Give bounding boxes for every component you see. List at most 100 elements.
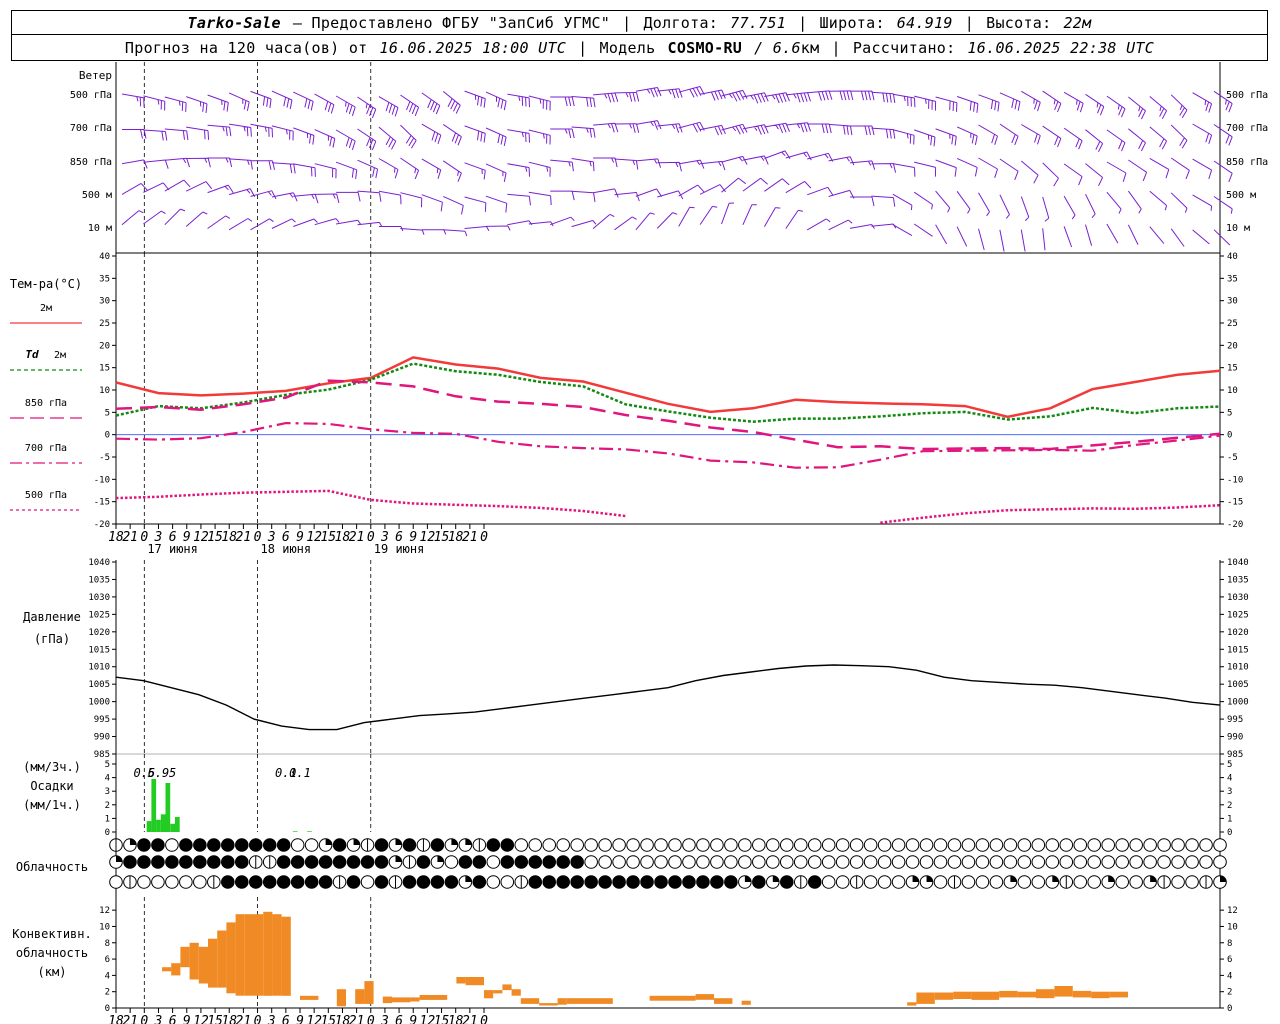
wind-barb xyxy=(122,129,147,139)
precip-tick-label-left: 4 xyxy=(105,774,110,784)
cloud-symbol xyxy=(668,855,682,869)
convective-bar xyxy=(364,981,374,1004)
temp-tick-label-left: 35 xyxy=(99,274,110,284)
cloud-symbol xyxy=(724,875,738,889)
cloud-symbol xyxy=(332,855,347,869)
precip-3h-label: 0.6 xyxy=(133,766,155,780)
temp-tick-label-left: 10 xyxy=(99,386,110,396)
convective-bar xyxy=(272,914,282,996)
wind-barb xyxy=(229,123,252,137)
wind-barb xyxy=(507,163,530,177)
latitude-label: Широта: xyxy=(819,13,885,32)
wind-level-label-left: 700 гПа xyxy=(70,123,112,134)
wind-barb xyxy=(764,122,790,134)
altitude-value: 22м xyxy=(1063,13,1092,32)
pressure-tick-label-right: 1035 xyxy=(1227,575,1249,585)
pressure-tick-label-left: 1005 xyxy=(88,680,110,690)
wind-barb xyxy=(742,155,769,165)
convective-bar xyxy=(336,989,346,1007)
cloud-symbol xyxy=(1199,838,1213,852)
cloud-symbol xyxy=(1171,838,1185,852)
wind-barb xyxy=(935,224,948,245)
model-name: COSMO-RU xyxy=(667,38,743,57)
wind-barb xyxy=(1106,129,1126,152)
wind-barb xyxy=(207,184,234,194)
cloud-symbol xyxy=(835,838,850,852)
cloud-symbol xyxy=(975,855,990,869)
cloud-title: Облачность xyxy=(16,860,88,874)
cloud-symbol xyxy=(220,855,235,869)
altitude-label: Высота: xyxy=(986,13,1052,32)
cloud-symbol xyxy=(1185,855,1199,869)
legend-italic: Td xyxy=(25,348,39,361)
conv-hour-label: 21 xyxy=(462,1014,478,1024)
wind-barb xyxy=(1042,90,1062,113)
convective-bar xyxy=(916,992,935,1004)
wind-barb xyxy=(443,229,468,237)
pressure-tick-label-right: 1005 xyxy=(1227,680,1249,690)
wind-barb xyxy=(635,120,662,130)
wind-barb xyxy=(485,127,507,146)
cloud-symbol xyxy=(779,838,794,852)
convective-bar xyxy=(419,995,448,1000)
cloud-symbol xyxy=(542,875,557,889)
wind-level-label-right: 700 гПа xyxy=(1226,123,1268,134)
cloud-symbol xyxy=(891,875,906,889)
wind-barb xyxy=(464,196,487,212)
cloud-symbol xyxy=(1045,838,1060,852)
cloud-symbol xyxy=(835,855,850,869)
conv-hour-label: 15 xyxy=(207,1014,223,1024)
cloud-symbol-mark xyxy=(1220,875,1227,882)
wind-barb xyxy=(614,191,640,202)
wind-barb xyxy=(635,87,662,98)
wind-barb xyxy=(1170,94,1188,119)
legend-label: 2м xyxy=(54,350,66,361)
conv-tick-label-left: 12 xyxy=(99,906,110,916)
conv-hour-label: 18 xyxy=(108,1014,124,1024)
cloud-symbol xyxy=(821,838,836,852)
wind-barb xyxy=(1149,96,1168,120)
conv-title-line2: облачность xyxy=(16,946,88,960)
cloud-symbol xyxy=(752,855,766,869)
wind-barb xyxy=(1170,157,1190,180)
wind-barb xyxy=(186,96,208,114)
temp-hour-label: 9 xyxy=(183,530,191,545)
wind-barb xyxy=(357,159,379,179)
cloud-symbol xyxy=(989,875,1004,889)
wind-barb xyxy=(913,223,933,237)
wind-barb xyxy=(1106,223,1119,244)
cloud-symbol xyxy=(877,875,892,889)
precip-tick-label-right: 4 xyxy=(1227,774,1232,784)
wind-barb xyxy=(400,192,423,208)
convective-bar xyxy=(649,995,696,1001)
precip-bar xyxy=(175,817,180,832)
convective-bar xyxy=(502,984,512,991)
temp-hour-label: 15 xyxy=(320,530,336,545)
cloud-symbol xyxy=(779,875,794,889)
temp-series-line xyxy=(115,421,1221,469)
precip-bar xyxy=(156,819,161,832)
wind-barb xyxy=(721,202,735,225)
wind-barb xyxy=(806,218,831,231)
wind-barb xyxy=(700,160,726,171)
temp-hour-label: 9 xyxy=(296,530,304,545)
cloud-symbol xyxy=(248,875,263,889)
wind-barb xyxy=(956,226,968,247)
cloud-symbol xyxy=(570,855,584,869)
cloud-symbol xyxy=(402,875,417,889)
convective-bar xyxy=(1091,991,1110,999)
wind-barb xyxy=(956,96,979,113)
precip-unit-1h: (мм/1ч.) xyxy=(23,798,81,812)
conv-tick-label-left: 0 xyxy=(105,1004,110,1014)
wind-barb xyxy=(935,128,957,146)
conv-hour-label: 12 xyxy=(306,1014,322,1024)
wind-barb xyxy=(207,215,231,229)
precip-3h-label: 5.9 xyxy=(148,766,170,780)
pressure-tick-label-left: 985 xyxy=(94,750,110,760)
wind-barb xyxy=(357,190,382,202)
cloud-symbol xyxy=(877,838,892,852)
cloud-symbol xyxy=(1213,838,1227,852)
wind-barb xyxy=(593,122,619,133)
pressure-tick-label-left: 990 xyxy=(94,733,110,743)
convective-bar xyxy=(300,995,319,1000)
